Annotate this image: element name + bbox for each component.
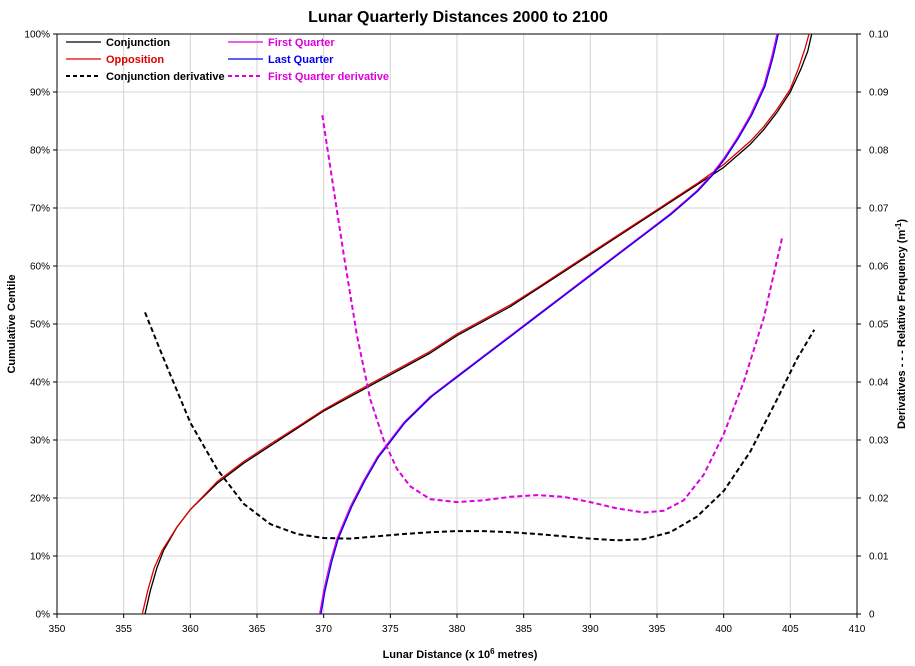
y2-tick-label: 0.06 <box>869 262 889 273</box>
y2-tick-label: 0.01 <box>869 552 889 563</box>
x-axis-label: Lunar Distance (x 106 metres) <box>383 647 538 661</box>
legend-label: Conjunction derivative <box>106 71 225 83</box>
x-tick-label: 380 <box>449 624 466 635</box>
legend-label: Opposition <box>106 54 164 66</box>
x-tick-label: 350 <box>49 624 66 635</box>
y2-tick-label: 0.09 <box>869 88 889 99</box>
y2-axis-label-tail: ) <box>896 219 908 223</box>
series-line-first-quarter-derivative <box>321 115 784 514</box>
x-tick-label: 365 <box>249 624 266 635</box>
x-axis-label-tail: metres) <box>495 649 538 661</box>
legend-label: Last Quarter <box>268 54 334 66</box>
y2-tick-label: 0.02 <box>869 494 889 505</box>
y-tick-label: 20% <box>30 494 50 505</box>
y-tick-label: 10% <box>30 552 50 563</box>
y2-tick-label: 0.04 <box>869 378 889 389</box>
y-tick-label: 50% <box>30 320 50 331</box>
y2-axis-label-superscript: -1 <box>894 222 903 230</box>
series-layer <box>141 33 816 615</box>
x-tick-label: 385 <box>515 624 532 635</box>
legend: Conjunction Opposition First Quarter Last Q… <box>66 37 389 83</box>
y2-axis-ticks: 0 0.01 0.02 0.03 0.04 0.05 0.06 0.07 0.08 0.09 0.1… <box>857 30 889 621</box>
series-line-first-quarter <box>319 33 778 615</box>
y2-axis-label-main: Derivatives - - - Relative Frequency (m <box>896 230 908 430</box>
x-tick-label: 395 <box>649 624 666 635</box>
x-tick-label: 390 <box>582 624 599 635</box>
y2-tick-label: 0.08 <box>869 146 889 157</box>
x-tick-label: 410 <box>849 624 866 635</box>
x-tick-label: 375 <box>382 624 399 635</box>
series-line-last-quarter <box>320 33 779 615</box>
x-tick-label: 355 <box>115 624 132 635</box>
x-tick-label: 370 <box>315 624 332 635</box>
y-axis-ticks: 0% 10% 20% 30% 40% 50% 60% 70% 80% 90% 100% <box>24 30 57 621</box>
series-line-opposition <box>141 33 810 615</box>
x-tick-label: 405 <box>782 624 799 635</box>
legend-label: Conjunction <box>106 37 170 49</box>
y2-tick-label: 0.03 <box>869 436 889 447</box>
y2-tick-label: 0 <box>869 610 875 621</box>
y2-axis-label: Derivatives - - - Relative Frequency (m-… <box>894 219 908 429</box>
y2-tick-label: 0.07 <box>869 204 889 215</box>
y-tick-label: 30% <box>30 436 50 447</box>
x-axis-label-main: Lunar Distance (x 10 <box>383 649 491 661</box>
series-line-conjunction-derivative <box>144 312 816 542</box>
y-tick-label: 80% <box>30 146 50 157</box>
x-axis-label-superscript: 6 <box>490 647 495 656</box>
y2-tick-label: 0.10 <box>869 30 889 41</box>
x-tick-label: 360 <box>182 624 199 635</box>
y-tick-label: 40% <box>30 378 50 389</box>
y-axis-label: Cumulative Centile <box>6 274 18 373</box>
x-axis-ticks: 350 355 360 365 370 375 380 385 390 395 400 405 410 <box>49 614 866 635</box>
grid-lines <box>57 34 857 614</box>
legend-label: First Quarter <box>268 37 335 49</box>
y-tick-label: 100% <box>24 30 50 41</box>
legend-label: First Quarter derivative <box>268 71 389 83</box>
x-tick-label: 400 <box>715 624 732 635</box>
y-tick-label: 90% <box>30 88 50 99</box>
y-tick-label: 60% <box>30 262 50 273</box>
y-tick-label: 0% <box>36 610 51 621</box>
chart-title: Lunar Quarterly Distances 2000 to 2100 <box>308 9 608 26</box>
y2-tick-label: 0.05 <box>869 320 889 331</box>
y-tick-label: 70% <box>30 204 50 215</box>
